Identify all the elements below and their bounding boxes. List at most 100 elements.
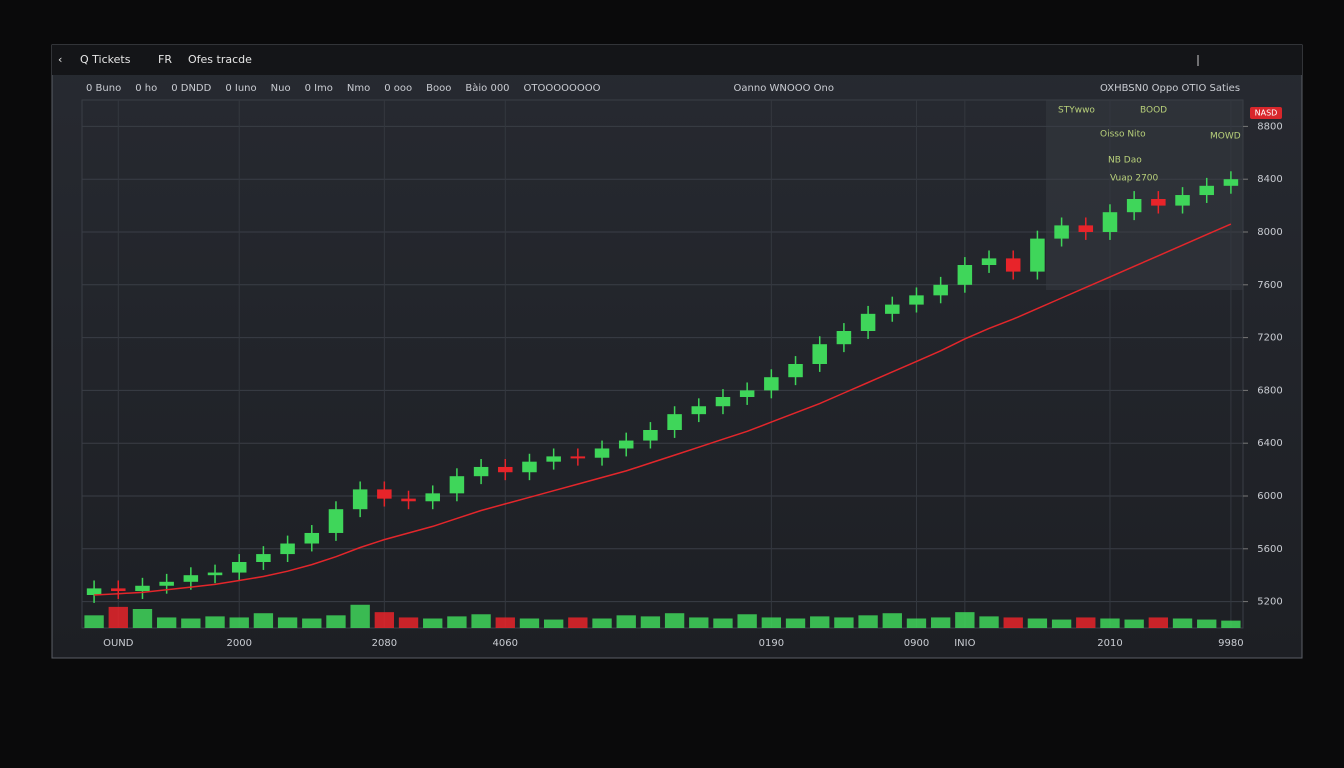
candle-body — [352, 489, 368, 510]
candle-body — [812, 344, 827, 364]
candle-body — [86, 588, 102, 595]
volume-bar — [1148, 617, 1169, 628]
x-tick-label: 2080 — [372, 638, 397, 649]
candle-body — [159, 581, 174, 586]
info-text: Oisso Nito — [1100, 130, 1146, 140]
x-tick-label: 0900 — [904, 638, 929, 649]
candle-body — [328, 509, 344, 533]
volume-bar — [1027, 618, 1048, 628]
volume-bar — [229, 617, 249, 628]
candle-body — [1030, 238, 1045, 272]
candle-body — [522, 461, 537, 473]
volume-bar — [761, 617, 782, 628]
candle-body — [1102, 212, 1118, 232]
info-text: STYwwo — [1058, 106, 1095, 116]
volume-bar — [810, 616, 830, 628]
volume-bar — [689, 617, 709, 628]
x-tick-label: OUND — [103, 638, 134, 649]
volume-bar — [423, 618, 443, 628]
candle-body — [1078, 225, 1094, 232]
volume-bar — [1197, 619, 1217, 628]
volume-bar — [1051, 619, 1072, 628]
toolbar-item[interactable]: 0 Buno — [86, 83, 121, 94]
volume-bar — [326, 615, 346, 628]
candle-body — [135, 585, 150, 592]
candle-body — [256, 554, 271, 562]
toolbar-item[interactable]: 0 ooo — [384, 83, 412, 94]
volume-bar — [205, 616, 225, 628]
candle-body — [377, 489, 392, 499]
candle-body — [1175, 195, 1190, 206]
info-text: BOOD — [1140, 106, 1167, 116]
y-tick-label: 6800 — [1257, 385, 1282, 396]
back-button[interactable]: ‹ — [58, 53, 62, 66]
volume-bar — [640, 616, 661, 628]
volume-bar — [1003, 617, 1023, 628]
candle-body — [933, 284, 948, 296]
volume-bar — [84, 615, 104, 628]
volume-bar — [1172, 618, 1193, 628]
toolbar-item[interactable]: OTOOOOOOOO — [524, 83, 601, 94]
volume-bar — [664, 613, 685, 628]
volume-bar — [108, 606, 128, 628]
volume-bar — [616, 615, 636, 628]
candle-body — [449, 476, 465, 494]
x-tick-label: 2010 — [1097, 638, 1122, 649]
volume-bar — [737, 614, 757, 628]
toolbar-item[interactable]: 0 DNDD — [171, 83, 211, 94]
volume-bar — [1100, 618, 1120, 628]
candle-body — [691, 406, 707, 415]
x-tick-label: INIO — [954, 638, 975, 649]
candle-body — [618, 440, 634, 449]
candle-body — [739, 390, 755, 397]
volume-bar — [398, 617, 419, 628]
subtitle: Ofes tracde — [188, 53, 252, 66]
volume-bar — [181, 618, 201, 628]
toolbar-item[interactable]: Nmo — [347, 83, 370, 94]
x-tick-label: 9980 — [1218, 638, 1243, 649]
candle-body — [909, 295, 924, 305]
volume-bar — [302, 618, 322, 628]
volume-bar — [955, 612, 975, 628]
candle-body — [1223, 179, 1239, 186]
candle-body — [715, 397, 731, 407]
volume-bar — [132, 608, 153, 628]
volume-bar — [495, 617, 515, 628]
y-tick-label: 7600 — [1257, 280, 1282, 291]
volume-bar — [277, 617, 298, 628]
tab[interactable]: FR — [158, 53, 172, 66]
candle-body — [788, 364, 803, 378]
x-tick-label: 2000 — [226, 638, 251, 649]
candle-body — [231, 562, 247, 573]
toolbar-item[interactable]: Bàio 000 — [465, 82, 509, 94]
candle-body — [764, 377, 779, 391]
toolbar-item[interactable]: 0 Imo — [305, 83, 333, 94]
volume-bar — [156, 617, 177, 628]
y-tick-label: 7200 — [1257, 333, 1282, 344]
toolbar-item[interactable]: Nuo — [271, 83, 291, 94]
volume-bar — [882, 613, 902, 628]
volume-bar — [471, 614, 491, 628]
candle-body — [860, 313, 876, 331]
toolbar-item[interactable]: Oanno WNOOO Ono — [734, 83, 834, 94]
volume-bar — [979, 616, 999, 628]
toolbar-item[interactable]: 0 ho — [135, 83, 157, 94]
volume-bar — [374, 612, 395, 628]
toolbar-item[interactable]: Booo — [426, 83, 451, 94]
volume-bar — [447, 616, 467, 628]
badge-bg — [1250, 107, 1282, 119]
badge: NASD — [1255, 109, 1278, 118]
toolbar-item[interactable]: 0 Iuno — [225, 83, 256, 94]
y-tick-label: 5200 — [1257, 597, 1282, 608]
volume-bar — [350, 604, 370, 628]
title-bar — [52, 45, 1302, 75]
x-tick-label: 4060 — [493, 638, 518, 649]
candle-body — [1199, 185, 1214, 196]
candle-body — [304, 532, 320, 544]
volume-bar — [592, 618, 612, 628]
y-tick-label: 8400 — [1257, 174, 1282, 185]
candle-body — [183, 575, 199, 582]
top-right-info: OXHBSN0 Oppo OTIO Saties — [1100, 83, 1240, 94]
